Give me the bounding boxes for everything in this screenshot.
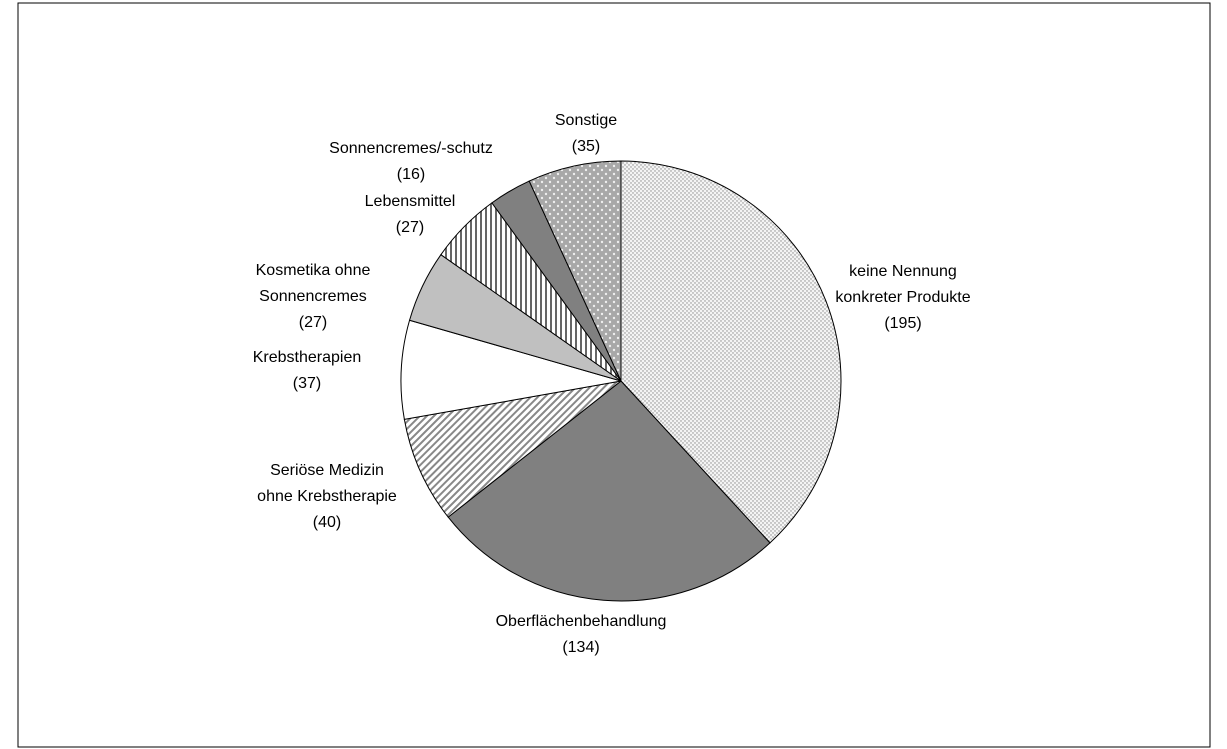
category-label: Kosmetika ohne Sonnencremes [255,262,371,305]
category-label: Lebensmittel [364,193,456,210]
value-label: (27) [298,314,328,331]
slice-label: Krebstherapien (37) [253,345,362,397]
value-label: (16) [396,166,426,183]
value-label: (134) [562,639,600,656]
category-label: Krebstherapien [252,349,362,366]
category-label: Seriöse Medizin ohne Krebstherapie [257,462,397,505]
slice-label: keine Nennung konkreter Produkte (195) [835,259,970,337]
value-label: (27) [395,219,425,236]
slice-label: Kosmetika ohne Sonnencremes (27) [256,258,371,336]
pie-slice [447,380,771,602]
category-label: Sonstige [554,112,618,129]
category-label: Oberflächenbehandlung [495,613,667,630]
pie-slice [528,160,622,382]
pie-slice [620,160,842,544]
slice-label: Sonnencremes/-schutz (16) [329,136,493,188]
value-label: (195) [884,315,922,332]
pie-slice [403,380,622,518]
slice-label: Sonstige (35) [555,108,617,160]
value-label: (37) [292,375,322,392]
slice-label: Oberflächenbehandlung (134) [496,609,667,661]
slice-label: Lebensmittel (27) [365,189,456,241]
value-label: (40) [312,514,342,531]
frame [17,2,1211,748]
category-label: Sonnencremes/-schutz [329,140,493,157]
pie-slice [400,319,622,420]
slice-label: Seriöse Medizin ohne Krebstherapie (40) [257,458,397,536]
category-label: keine Nennung konkreter Produkte [835,263,971,306]
value-label: (35) [571,138,601,155]
